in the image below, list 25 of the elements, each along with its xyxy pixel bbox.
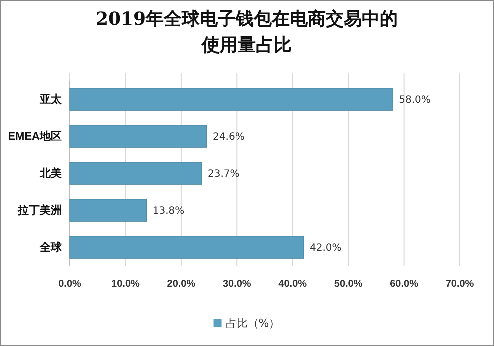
y-tick-label: 北美 xyxy=(39,167,62,180)
x-tick-label: 10.0% xyxy=(112,279,140,290)
bar xyxy=(70,199,148,222)
x-tick-label: 60.0% xyxy=(390,279,419,290)
legend-label: 占比（%） xyxy=(226,317,280,330)
chart-title: 2019年全球电子钱包在电商交易中的使用量占比 xyxy=(94,8,400,58)
x-tick-label: 50.0% xyxy=(334,279,363,290)
bar xyxy=(70,236,304,259)
x-tick-label: 40.0% xyxy=(278,279,308,290)
bar xyxy=(70,125,208,148)
y-tick-label: 全球 xyxy=(39,241,63,254)
data-label: 13.8% xyxy=(152,206,185,217)
data-label: 42.0% xyxy=(310,243,342,254)
data-label: 23.7% xyxy=(208,169,240,180)
y-tick-label: 亚太 xyxy=(39,93,63,106)
x-tick-label: 30.0% xyxy=(222,279,252,290)
x-tick-label: 20.0% xyxy=(167,279,196,290)
data-label: 58.0% xyxy=(399,95,431,106)
x-tick-label: 70.0% xyxy=(446,279,474,290)
bar xyxy=(70,88,394,111)
bar xyxy=(70,162,202,185)
data-label: 24.6% xyxy=(213,132,245,143)
y-tick-label: 拉丁美洲 xyxy=(17,204,62,218)
y-tick-label: EMEA地区 xyxy=(8,130,62,144)
x-tick-label: 0.0% xyxy=(58,279,82,290)
